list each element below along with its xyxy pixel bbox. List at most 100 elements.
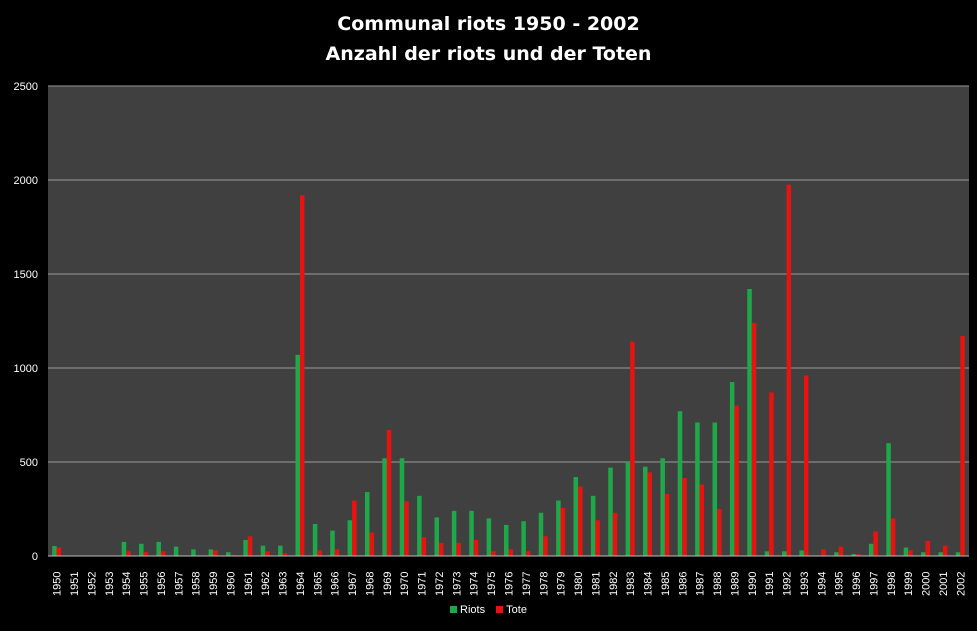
x-tick-label: 1962 bbox=[260, 572, 272, 596]
bar-riots-1965 bbox=[312, 524, 318, 556]
bar-riots-1955 bbox=[139, 543, 144, 556]
bar-riots-1958 bbox=[191, 549, 196, 556]
x-tick-label: 1952 bbox=[86, 572, 98, 596]
bar-riots-1995 bbox=[834, 552, 839, 556]
bar-riots-1980 bbox=[573, 477, 579, 556]
chart-title: Communal riots 1950 - 2002 bbox=[337, 13, 640, 35]
x-tick-label: 1969 bbox=[382, 572, 394, 596]
bar-riots-1963 bbox=[278, 545, 283, 556]
x-tick-label: 1999 bbox=[903, 572, 915, 596]
bar-riots-1976 bbox=[504, 524, 509, 556]
x-tick-label: 1956 bbox=[156, 572, 168, 596]
bar-tote-1980 bbox=[578, 486, 583, 556]
bar-riots-1968 bbox=[364, 492, 370, 556]
bar-tote-1981 bbox=[595, 520, 600, 556]
x-tick-label: 1988 bbox=[712, 572, 724, 596]
bar-tote-1964 bbox=[299, 195, 305, 557]
bars bbox=[52, 184, 965, 557]
legend-item-riots: Riots bbox=[450, 604, 485, 616]
bar-tote-1968 bbox=[369, 532, 374, 556]
bar-tote-1995 bbox=[838, 546, 844, 556]
bar-riots-1999 bbox=[903, 547, 909, 556]
bar-tote-1994 bbox=[821, 549, 826, 556]
bar-riots-1973 bbox=[451, 510, 457, 556]
x-tick-label: 1964 bbox=[295, 572, 307, 596]
x-tick-label: 1997 bbox=[868, 572, 880, 596]
bar-riots-1950 bbox=[52, 546, 57, 556]
x-tick-label: 1989 bbox=[729, 572, 741, 596]
bar-tote-1989 bbox=[734, 405, 739, 556]
bar-riots-1962 bbox=[260, 545, 266, 556]
bar-riots-1956 bbox=[156, 541, 161, 556]
x-tick-label: 1963 bbox=[278, 572, 290, 596]
x-tick-label: 1979 bbox=[556, 572, 568, 596]
x-tick-label: 1967 bbox=[347, 572, 359, 596]
x-axis-ticks: 1950 1951 1952 1953 1954 1955 1956 1957 1958 1959… bbox=[48, 555, 969, 596]
bar-tote-1963 bbox=[282, 553, 288, 556]
bar-tote-1987 bbox=[699, 484, 705, 556]
bar-riots-1966 bbox=[330, 530, 335, 556]
bar-riots-1984 bbox=[643, 466, 648, 556]
bar-riots-1975 bbox=[486, 518, 492, 556]
y-tick-label: 0 bbox=[32, 551, 38, 563]
legend-label-riots: Riots bbox=[460, 604, 486, 616]
plot-area bbox=[48, 86, 969, 556]
x-tick-label: 1950 bbox=[52, 572, 64, 596]
x-tick-label: 1981 bbox=[590, 572, 602, 596]
bar-riots-1971 bbox=[417, 495, 422, 556]
x-tick-label: 1970 bbox=[399, 572, 411, 596]
bar-riots-1957 bbox=[173, 546, 179, 556]
bar-tote-1984 bbox=[647, 472, 653, 556]
gridlines bbox=[48, 85, 969, 463]
x-tick-label: 1984 bbox=[643, 572, 655, 596]
x-tick-label: 1971 bbox=[417, 572, 429, 596]
bar-tote-2001 bbox=[942, 545, 948, 556]
bar-tote-1990 bbox=[751, 322, 757, 556]
bar-riots-1970 bbox=[399, 458, 405, 556]
x-tick-label: 1973 bbox=[451, 572, 463, 596]
bar-riots-1979 bbox=[556, 500, 561, 556]
x-tick-label: 1957 bbox=[173, 572, 185, 596]
bar-tote-2002 bbox=[960, 336, 965, 556]
bar-riots-1991 bbox=[764, 551, 770, 556]
bar-riots-1964 bbox=[295, 354, 300, 556]
x-tick-label: 1987 bbox=[695, 572, 707, 596]
y-tick-label: 500 bbox=[20, 457, 38, 469]
x-tick-label: 1968 bbox=[364, 572, 376, 596]
bar-riots-1967 bbox=[347, 520, 353, 556]
bar-riots-1987 bbox=[695, 422, 700, 556]
x-tick-label: 1996 bbox=[851, 572, 863, 596]
bar-riots-1961 bbox=[243, 540, 248, 556]
bar-tote-1993 bbox=[803, 375, 809, 556]
x-tick-label: 1976 bbox=[504, 572, 516, 596]
bar-riots-1997 bbox=[868, 543, 874, 556]
x-tick-label: 1991 bbox=[764, 572, 776, 596]
x-tick-label: 1959 bbox=[208, 572, 220, 596]
bar-tote-1977 bbox=[525, 551, 531, 556]
x-tick-label: 1977 bbox=[521, 572, 533, 596]
x-tick-label: 1955 bbox=[139, 572, 151, 596]
bar-tote-1966 bbox=[334, 549, 340, 556]
bar-riots-1954 bbox=[121, 541, 127, 556]
bar-tote-1967 bbox=[352, 500, 357, 556]
bar-riots-2001 bbox=[938, 552, 943, 556]
bar-riots-1960 bbox=[225, 552, 231, 556]
x-tick-label: 2001 bbox=[938, 572, 950, 596]
y-tick-label: 1500 bbox=[14, 269, 38, 281]
bar-riots-1985 bbox=[660, 458, 665, 556]
bar-riots-2002 bbox=[955, 552, 961, 556]
x-tick-label: 1994 bbox=[816, 572, 828, 596]
bar-tote-1976 bbox=[508, 549, 513, 556]
legend-item-tote: Tote bbox=[496, 604, 527, 616]
x-tick-label: 1983 bbox=[625, 572, 637, 596]
bar-tote-1962 bbox=[265, 551, 270, 556]
bar-tote-1971 bbox=[421, 537, 427, 556]
x-tick-label: 1972 bbox=[434, 572, 446, 596]
bar-tote-1982 bbox=[612, 512, 618, 556]
bar-tote-1998 bbox=[890, 518, 896, 556]
bar-tote-1959 bbox=[213, 550, 218, 556]
chart-subtitle: Anzahl der riots und der Toten bbox=[325, 43, 652, 65]
x-tick-label: 1966 bbox=[330, 572, 342, 596]
bar-tote-1974 bbox=[473, 540, 479, 556]
legend: Riots Tote bbox=[0, 604, 977, 616]
